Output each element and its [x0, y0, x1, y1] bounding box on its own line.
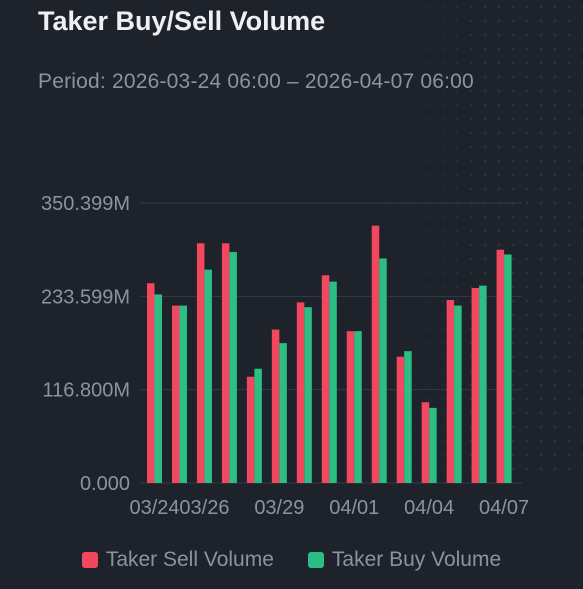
buy-bar[interactable] — [229, 252, 237, 483]
legend-sell-label: Taker Sell Volume — [105, 548, 274, 571]
chart-title: Taker Buy/Sell Volume — [38, 6, 326, 36]
buy-bar[interactable] — [479, 285, 487, 483]
legend: Taker Sell Volume Taker Buy Volume — [0, 548, 583, 572]
buy-bar[interactable] — [279, 343, 287, 483]
y-axis-ticks: 0.000 116.800M 233.599M 350.399M — [41, 193, 130, 495]
sell-bar[interactable] — [147, 283, 155, 483]
period-label: Period: 2026-03-24 06:00 – 2026-04-07 06… — [38, 70, 474, 93]
x-tick-label: 04/01 — [329, 497, 379, 519]
volume-bar-chart: 0.000 116.800M 233.599M 350.399M 03/24 03/26… — [41, 193, 529, 519]
sell-bar[interactable] — [371, 225, 380, 483]
buy-bar[interactable] — [179, 305, 187, 483]
sell-swatch — [81, 552, 98, 568]
buy-bar[interactable] — [354, 331, 362, 483]
sell-bar[interactable] — [296, 302, 305, 483]
x-tick-label: 03/26 — [179, 497, 229, 519]
buy-bar[interactable] — [254, 368, 262, 483]
bars — [147, 225, 512, 483]
sell-bar[interactable] — [221, 243, 230, 483]
legend-item-buy[interactable]: Taker Buy Volume — [307, 548, 502, 572]
buy-bar[interactable] — [504, 254, 512, 483]
y-tick-label: 350.399M — [41, 193, 130, 215]
buy-bar[interactable] — [404, 351, 412, 483]
sell-bar[interactable] — [496, 249, 505, 483]
buy-bar[interactable] — [304, 307, 312, 483]
x-tick-label: 03/24 — [129, 497, 179, 519]
buy-bar[interactable] — [429, 407, 437, 483]
buy-bar[interactable] — [329, 281, 337, 483]
buy-bar[interactable] — [379, 258, 387, 483]
legend-buy-label: Taker Buy Volume — [331, 548, 502, 571]
sell-bar[interactable] — [421, 402, 430, 483]
sell-bar[interactable] — [171, 305, 180, 483]
x-tick-label: 03/29 — [254, 497, 304, 519]
sell-bar[interactable] — [246, 376, 255, 483]
x-axis-ticks: 03/24 03/26 03/29 04/01 04/04 04/07 — [129, 497, 529, 519]
sell-bar[interactable] — [321, 275, 330, 483]
sell-bar[interactable] — [471, 288, 480, 483]
buy-bar[interactable] — [454, 305, 462, 483]
sell-bar[interactable] — [346, 331, 355, 483]
legend-item-sell[interactable]: Taker Sell Volume — [81, 548, 274, 572]
buy-swatch — [307, 552, 324, 568]
buy-bar[interactable] — [204, 269, 212, 483]
sell-bar[interactable] — [396, 356, 405, 483]
x-tick-label: 04/04 — [404, 497, 454, 519]
sell-bar[interactable] — [446, 300, 455, 483]
sell-bar[interactable] — [271, 329, 280, 483]
x-tick-label: 04/07 — [479, 497, 529, 519]
sell-bar[interactable] — [196, 243, 205, 483]
y-tick-label: 116.800M — [43, 380, 130, 402]
buy-bar[interactable] — [154, 294, 163, 483]
y-tick-label: 0.000 — [80, 473, 130, 495]
y-tick-label: 233.599M — [41, 286, 130, 308]
